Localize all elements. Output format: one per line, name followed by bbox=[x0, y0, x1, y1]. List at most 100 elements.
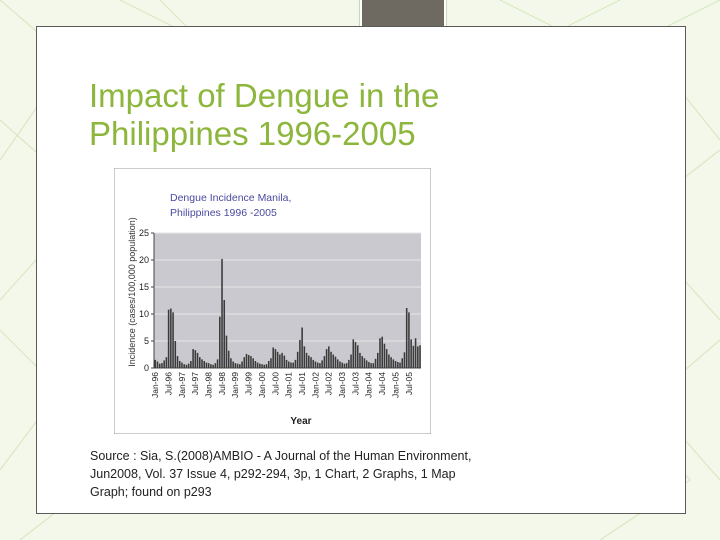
bar-apr-00 bbox=[267, 360, 270, 368]
bar-oct-97 bbox=[201, 359, 203, 368]
bar-jan-05 bbox=[394, 360, 397, 368]
bar-dec-03 bbox=[365, 360, 368, 368]
bar-aug-05 bbox=[410, 339, 412, 368]
x-tick-label: Jan-01 bbox=[284, 372, 294, 398]
slide-title-line-1: Impact of Dengue in the bbox=[89, 77, 440, 114]
bar-nov-05 bbox=[417, 346, 419, 368]
x-tick-label: Jul-00 bbox=[270, 372, 280, 395]
bar-jun-03 bbox=[352, 339, 355, 368]
bar-aug-99 bbox=[250, 356, 252, 368]
bar-may-05 bbox=[403, 352, 406, 368]
bar-dec-98 bbox=[232, 361, 234, 368]
bar-oct-00 bbox=[281, 352, 283, 368]
x-tick-label: Jan-05 bbox=[390, 372, 400, 398]
bar-feb-96 bbox=[156, 361, 159, 368]
bar-feb-03 bbox=[343, 363, 346, 368]
bar-jan-97 bbox=[181, 362, 183, 368]
bar-dec-99 bbox=[259, 363, 261, 368]
bar-jun-05 bbox=[405, 308, 408, 368]
bar-oct-04 bbox=[388, 354, 390, 368]
bar-may-00 bbox=[270, 358, 272, 368]
bar-sep-05 bbox=[412, 345, 415, 368]
x-tick-label: Jan-00 bbox=[257, 372, 267, 398]
bar-aug-04 bbox=[383, 343, 386, 368]
bar-jun-02 bbox=[325, 349, 328, 368]
source-line-1: Source : Sia, S.(2008)AMBIO - A Journal … bbox=[90, 449, 472, 463]
y-tick-label: 10 bbox=[139, 309, 149, 319]
plot-area bbox=[154, 233, 421, 368]
bar-apr-03 bbox=[348, 359, 350, 368]
bar-jul-99 bbox=[247, 355, 250, 368]
bar-nov-98 bbox=[230, 358, 232, 368]
bar-apr-04 bbox=[374, 358, 377, 368]
bar-nov-99 bbox=[256, 362, 259, 368]
bar-dec-05 bbox=[419, 345, 421, 368]
x-tick-label: Jul-03 bbox=[350, 372, 360, 395]
bar-sep-02 bbox=[332, 354, 335, 368]
bar-sep-97 bbox=[198, 357, 201, 368]
bar-jun-01 bbox=[299, 339, 301, 368]
bar-jan-96 bbox=[154, 359, 157, 368]
x-tick-label: Jul-05 bbox=[404, 372, 414, 395]
bar-jul-05 bbox=[408, 312, 410, 368]
bar-oct-05 bbox=[414, 338, 417, 368]
bar-nov-02 bbox=[336, 359, 339, 368]
y-tick-label: 25 bbox=[139, 228, 149, 238]
bar-feb-02 bbox=[316, 362, 319, 368]
bar-mar-00 bbox=[265, 364, 268, 368]
bar-jul-98 bbox=[221, 258, 223, 368]
chart-title-line-1: Dengue Incidence Manila, bbox=[170, 192, 291, 204]
bar-oct-96 bbox=[174, 341, 177, 368]
x-tick-label: Jul-01 bbox=[297, 372, 307, 395]
bar-may-01 bbox=[296, 351, 299, 368]
x-tick-label: Jan-98 bbox=[204, 372, 214, 398]
bar-may-98 bbox=[216, 359, 219, 368]
bar-jan-02 bbox=[314, 361, 317, 368]
bar-sep-04 bbox=[385, 349, 388, 368]
bar-mar-03 bbox=[345, 363, 348, 368]
x-tick-label: Jul-98 bbox=[217, 372, 227, 395]
bar-jun-99 bbox=[245, 353, 248, 368]
bar-aug-00 bbox=[276, 351, 279, 368]
bar-jul-97 bbox=[194, 350, 197, 368]
bar-nov-00 bbox=[283, 355, 286, 368]
bar-feb-05 bbox=[397, 362, 399, 368]
slide-title-line-2: Philippines 1996-2005 bbox=[89, 115, 416, 152]
bar-dec-04 bbox=[392, 359, 395, 368]
bar-dec-00 bbox=[285, 359, 288, 368]
bar-mar-01 bbox=[292, 362, 294, 368]
bar-may-97 bbox=[190, 360, 192, 368]
bar-feb-98 bbox=[210, 364, 212, 368]
bar-jan-01 bbox=[287, 361, 290, 368]
bar-mar-97 bbox=[185, 364, 188, 368]
bar-sep-03 bbox=[359, 352, 361, 368]
bar-jun-96 bbox=[165, 357, 168, 368]
y-axis-label: Incidence (cases/100,000 population) bbox=[127, 217, 137, 367]
bar-jan-03 bbox=[341, 362, 343, 368]
bar-feb-97 bbox=[183, 364, 185, 368]
bar-may-04 bbox=[376, 352, 379, 368]
bar-mar-99 bbox=[239, 364, 241, 368]
x-tick-label: Jul-97 bbox=[190, 372, 200, 395]
bar-apr-05 bbox=[401, 358, 404, 368]
bar-mar-98 bbox=[212, 364, 214, 368]
bar-aug-98 bbox=[223, 299, 226, 368]
x-tick-label: Jan-99 bbox=[230, 372, 240, 398]
x-tick-label: Jan-96 bbox=[150, 372, 160, 398]
x-tick-label: Jan-03 bbox=[337, 372, 347, 398]
bar-jul-03 bbox=[354, 342, 357, 368]
bar-sep-96 bbox=[172, 312, 174, 368]
y-tick-label: 20 bbox=[139, 255, 149, 265]
bar-dec-02 bbox=[339, 361, 341, 368]
bar-apr-96 bbox=[161, 363, 163, 368]
bar-dec-01 bbox=[312, 359, 315, 368]
bar-jul-04 bbox=[381, 336, 383, 368]
bar-apr-98 bbox=[214, 363, 217, 368]
source-line-3: Graph; found on p293 bbox=[90, 485, 212, 499]
bar-aug-02 bbox=[330, 351, 332, 368]
bar-may-99 bbox=[243, 357, 246, 368]
x-tick-label: Jul-02 bbox=[324, 372, 334, 395]
bar-jul-02 bbox=[328, 346, 330, 368]
bar-may-03 bbox=[350, 354, 352, 368]
bar-apr-97 bbox=[187, 363, 190, 368]
